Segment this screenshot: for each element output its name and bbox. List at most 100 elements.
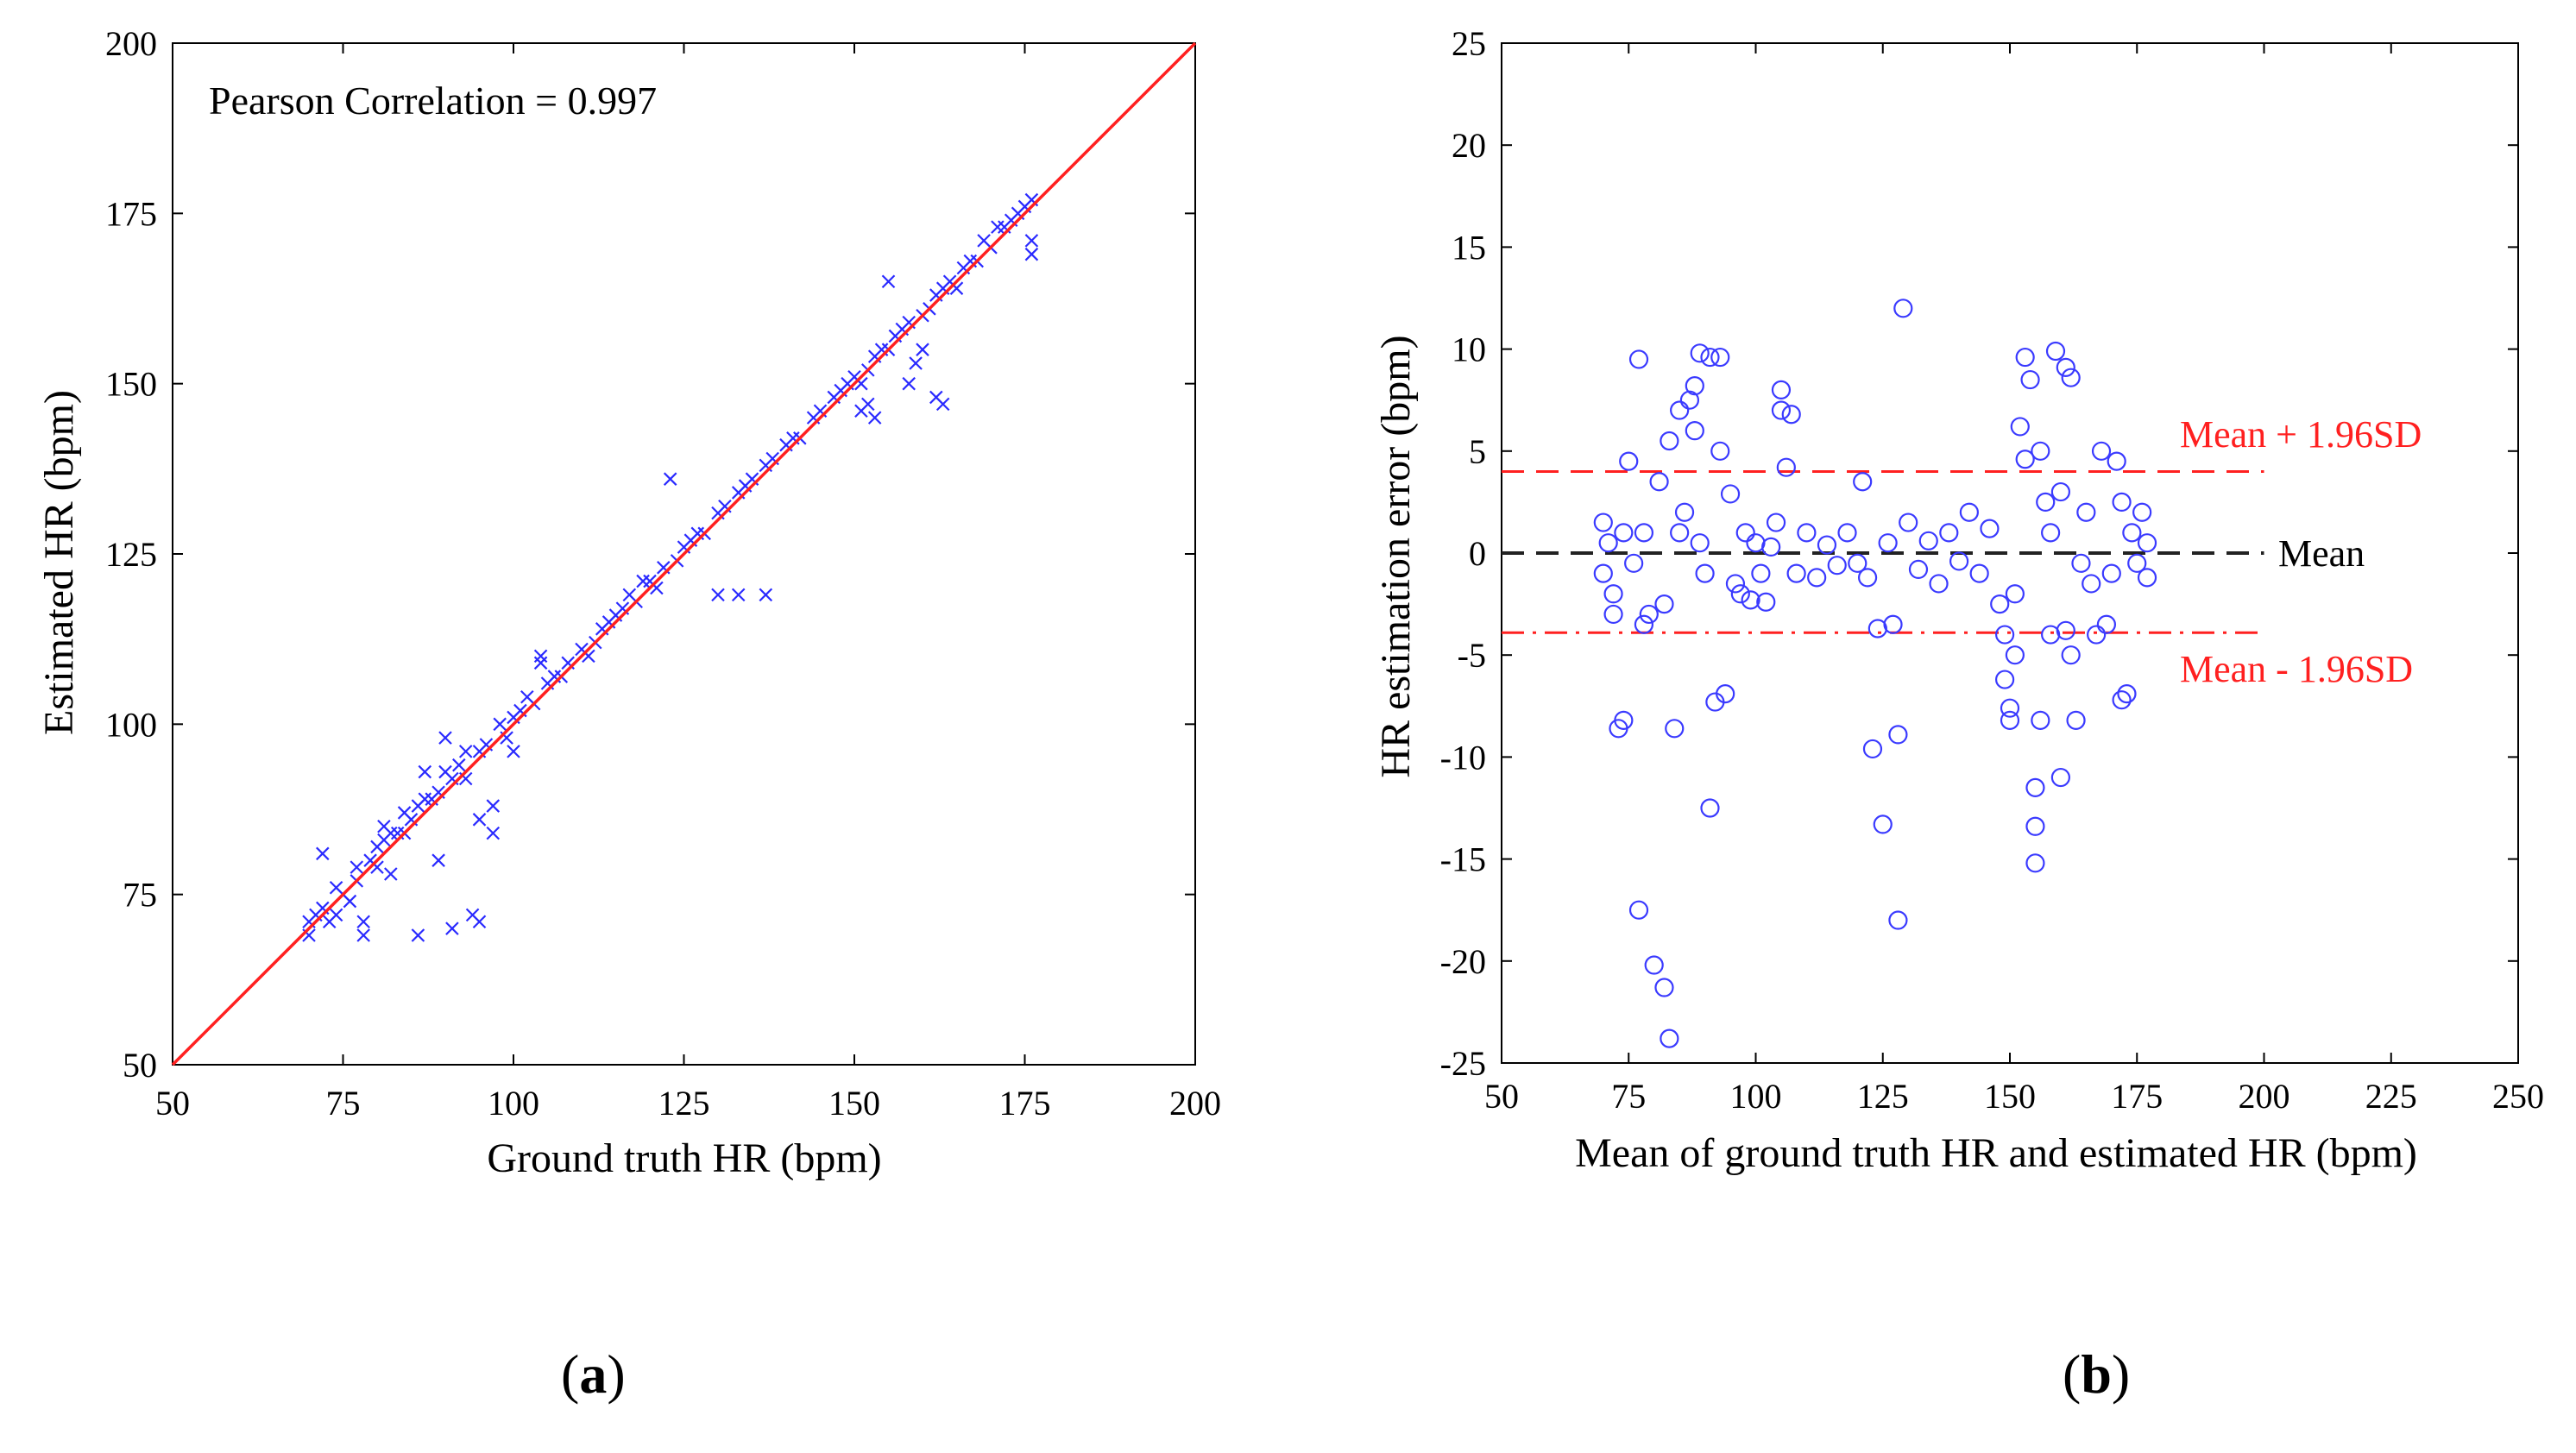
chart-b-point xyxy=(1670,523,1690,543)
chart-a-point-stroke xyxy=(329,908,343,922)
chart-a-point-stroke xyxy=(902,315,916,330)
chart-b-point xyxy=(2025,777,2045,797)
chart-b-point xyxy=(1883,614,1903,634)
chart-a-point xyxy=(343,894,357,909)
chart-a-point-stroke xyxy=(350,860,364,874)
chart-a-point xyxy=(445,921,459,935)
chart-b-point xyxy=(1878,533,1898,553)
chart-b-point xyxy=(1685,421,1704,441)
chart-b-upper-loa-label: Mean + 1.96SD xyxy=(2180,413,2422,456)
chart-a-point-stroke xyxy=(711,588,725,602)
chart-a-point xyxy=(486,826,501,840)
chart-b-point xyxy=(1827,556,1847,576)
chart-a-point-stroke xyxy=(356,928,370,942)
chart-a-point-stroke xyxy=(458,771,473,786)
chart-a-point xyxy=(438,731,452,745)
chart-b-xtick-label: 250 xyxy=(2492,1077,2544,1116)
chart-b-point xyxy=(1624,553,1644,573)
chart-a-xtick-label: 100 xyxy=(488,1084,539,1123)
chart-a-point-stroke xyxy=(343,894,357,909)
chart-a-point xyxy=(411,928,425,942)
chart-b-point xyxy=(1614,523,1634,543)
chart-b-point xyxy=(1679,390,1700,410)
chart-a-point-stroke xyxy=(657,561,671,575)
chart-b-point xyxy=(1628,349,1649,369)
chart-b-point xyxy=(1893,299,1913,318)
chart-a-point xyxy=(759,588,773,602)
chart-b-lower-loa-label: Mean - 1.96SD xyxy=(2180,648,2413,690)
chart-b-point xyxy=(1735,523,1755,543)
chart-b-point xyxy=(1690,343,1710,363)
chart-b-point xyxy=(1888,725,1908,745)
chart-a-point xyxy=(350,860,364,874)
chart-a-point-stroke xyxy=(902,376,916,391)
chart-b-point xyxy=(1761,537,1781,557)
chart-b-point xyxy=(1593,563,1613,583)
chart-a-point xyxy=(916,343,929,356)
chart-b-point xyxy=(1593,513,1613,532)
chart-b-ytick-label: 0 xyxy=(1469,534,1486,573)
chart-b-ytick-label: 5 xyxy=(1469,432,1486,471)
chart-b-point xyxy=(1766,513,1786,532)
chart-a-point xyxy=(507,745,520,758)
chart-b-ylabel: HR estimation error (bpm) xyxy=(1373,335,1419,777)
chart-b-point xyxy=(2005,584,2025,604)
panel-label-a: (a) xyxy=(561,1343,626,1405)
chart-a-point-stroke xyxy=(935,397,950,412)
chart-a-point-stroke xyxy=(520,689,534,704)
chart-a-point-stroke xyxy=(377,819,391,833)
chart-a-point-stroke xyxy=(363,853,377,867)
chart-b-point xyxy=(2071,553,2091,573)
chart-a-point-stroke xyxy=(493,717,507,732)
chart-b-point xyxy=(2137,533,2157,553)
chart-b-point xyxy=(2050,481,2070,502)
chart-a-point xyxy=(663,472,677,486)
chart-a-point-stroke xyxy=(465,908,480,922)
chart-a-point-stroke xyxy=(847,369,861,384)
chart-a-point xyxy=(935,397,950,412)
chart-b-point xyxy=(1730,584,1750,604)
chart-a-point xyxy=(533,656,548,670)
chart-b-ytick-label: -20 xyxy=(1440,942,1486,981)
chart-b-xtick-label: 150 xyxy=(1984,1077,2036,1116)
chart-a-point-stroke xyxy=(929,390,943,405)
chart-a-ylabel: Estimated HR (bpm) xyxy=(36,390,82,735)
chart-b-point xyxy=(1660,431,1679,451)
chart-b-point xyxy=(1797,523,1817,543)
chart-b-point xyxy=(1725,574,1746,594)
chart-a-point-stroke xyxy=(431,785,445,800)
chart-a-point-stroke xyxy=(486,799,501,813)
chart-a-point xyxy=(867,411,882,425)
chart-b-point xyxy=(1700,347,1720,368)
chart-a-point-stroke xyxy=(438,764,452,779)
chart-a-point-stroke xyxy=(663,472,677,486)
chart-a-point-stroke xyxy=(397,806,412,820)
chart-a-point-stroke xyxy=(370,860,384,874)
chart-b-point xyxy=(2101,563,2121,583)
chart-b-xtick-label: 125 xyxy=(1857,1077,1909,1116)
chart-a-point xyxy=(329,908,343,922)
chart-b-point xyxy=(1908,559,1929,580)
chart-b-point xyxy=(2117,684,2137,704)
chart-b-point xyxy=(2061,645,2081,665)
chart-b-point xyxy=(1837,523,1857,543)
chart-b-point xyxy=(1857,568,1878,588)
panel-label-b: (b) xyxy=(2063,1343,2131,1405)
chart-b-point xyxy=(2137,568,2157,588)
chart-b-ytick-label: 15 xyxy=(1452,228,1486,267)
chart-a-point xyxy=(636,574,650,588)
chart-b-point xyxy=(1603,584,1623,604)
chart-a-point xyxy=(472,915,487,929)
chart-b-point xyxy=(1980,519,2000,538)
chart-b-point xyxy=(1654,978,1674,997)
chart-b-point xyxy=(1634,523,1654,543)
chart-a-ytick-label: 75 xyxy=(123,876,157,915)
chart-b-point xyxy=(2082,574,2101,594)
chart-b-xtick-label: 225 xyxy=(2365,1077,2417,1116)
chart-a-point-stroke xyxy=(507,745,520,758)
chart-a-point-stroke xyxy=(909,356,923,370)
chart-b-point xyxy=(2122,523,2142,543)
chart-a-point xyxy=(861,397,875,412)
chart-a-point-stroke xyxy=(472,813,487,827)
chart-a-point xyxy=(909,356,923,370)
